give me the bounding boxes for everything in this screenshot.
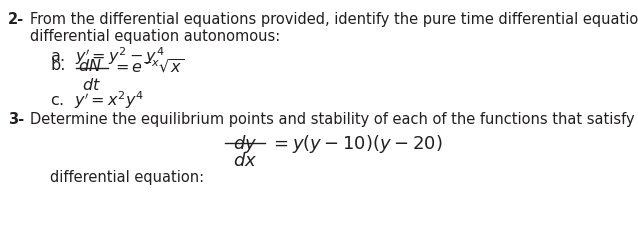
Text: c.  $y' = x^2y^4$: c. $y' = x^2y^4$	[50, 89, 144, 111]
Text: a.  $y' = y^2 - y^4$: a. $y' = y^2 - y^4$	[50, 45, 165, 67]
Text: $= e^{-x}\sqrt{x}$: $= e^{-x}\sqrt{x}$	[112, 58, 184, 76]
Text: $dy$: $dy$	[233, 133, 257, 155]
Text: $dx$: $dx$	[233, 152, 257, 170]
Text: $dt$: $dt$	[82, 77, 101, 93]
Text: differential equation autonomous:: differential equation autonomous:	[30, 29, 280, 44]
Text: Determine the equilibrium points and stability of each of the functions that sat: Determine the equilibrium points and sta…	[30, 112, 638, 127]
Text: 2-: 2-	[8, 12, 24, 27]
Text: $= y(y - 10)(y - 20)$: $= y(y - 10)(y - 20)$	[270, 133, 443, 155]
Text: b.: b.	[50, 58, 65, 73]
Text: From the differential equations provided, identify the pure time differential eq: From the differential equations provided…	[30, 12, 638, 27]
Text: differential equation:: differential equation:	[50, 170, 204, 185]
Text: 3-: 3-	[8, 112, 24, 127]
Text: $dN$: $dN$	[78, 58, 101, 74]
